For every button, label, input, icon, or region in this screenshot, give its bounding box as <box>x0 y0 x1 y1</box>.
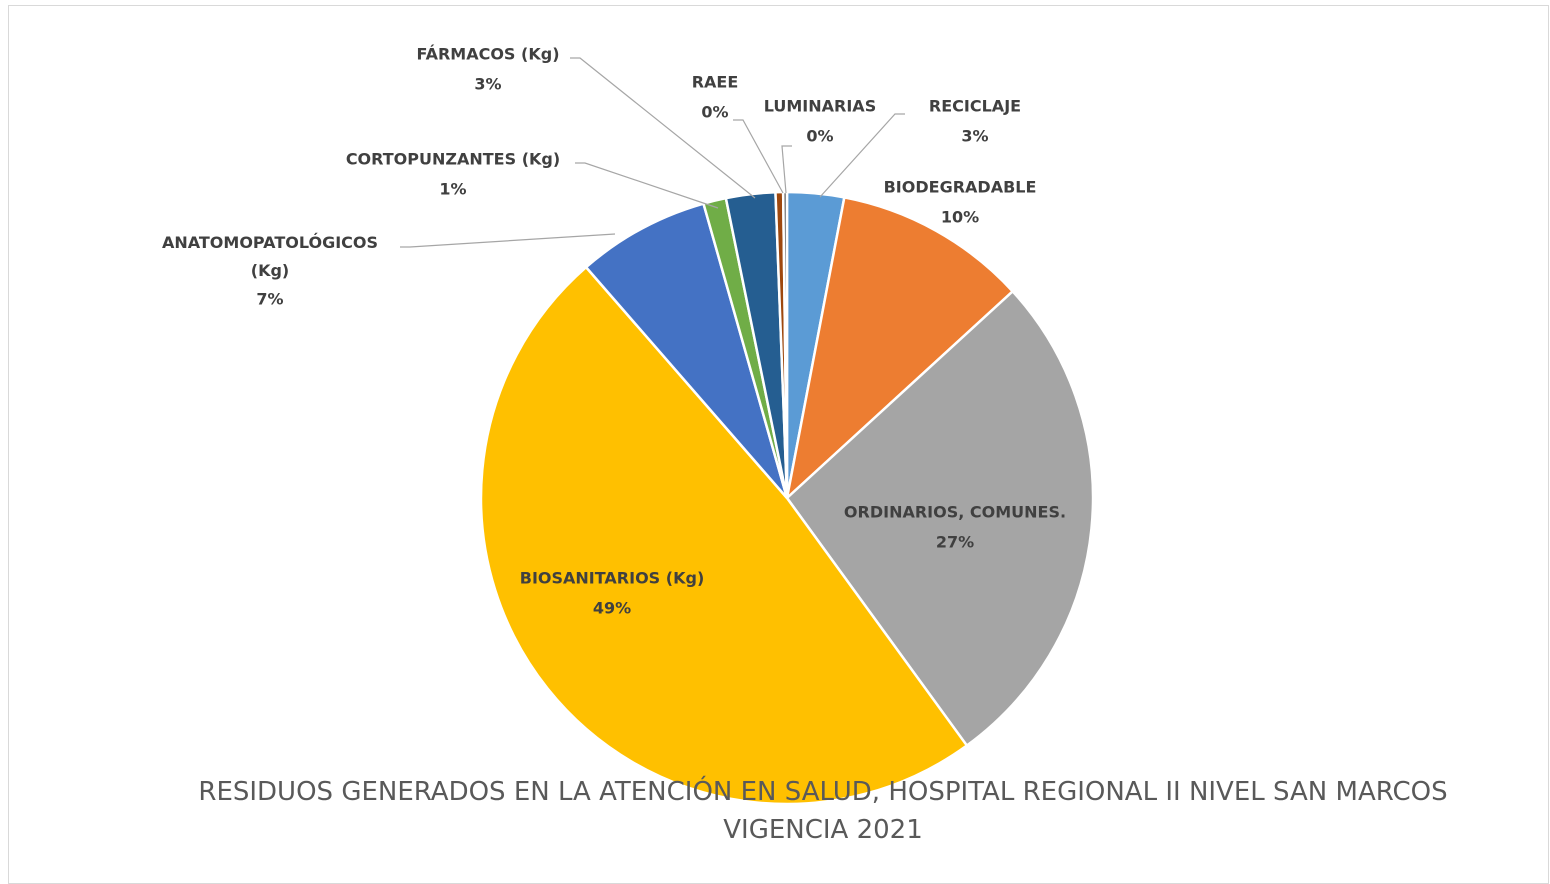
slice-label: CORTOPUNZANTES (Kg) <box>346 150 560 169</box>
value-label: 49% <box>593 599 631 618</box>
value-label: 0% <box>806 127 833 146</box>
value-label: 0% <box>701 103 728 122</box>
label-line: ANATOMOPATOLÓGICOS <box>162 233 378 252</box>
slice-label: ORDINARIOS, COMUNES. <box>844 503 1066 522</box>
pie-slice <box>781 190 789 499</box>
value-label: 1% <box>439 180 466 199</box>
leader-line <box>400 233 616 248</box>
value-label: 27% <box>936 533 974 552</box>
slice-label: RAEE <box>692 73 739 92</box>
leader-line <box>819 113 905 198</box>
leader-line <box>733 119 784 194</box>
leader-line <box>781 145 792 194</box>
pie-slice <box>785 289 1095 748</box>
label-line: (Kg) <box>251 261 289 280</box>
pie-slice <box>584 202 789 499</box>
value-label: 3% <box>961 127 988 146</box>
pie-slice <box>785 195 1015 502</box>
chart-title: RESIDUOS GENERADOS EN LA ATENCIÓN EN SAL… <box>198 777 1448 845</box>
value-label: 7% <box>256 290 283 309</box>
value-label: 10% <box>941 208 979 227</box>
slice-label: BIOSANITARIOS (Kg) <box>520 569 705 588</box>
leader-line <box>575 162 719 209</box>
slice-label: ANATOMOPATOLÓGICOS (Kg) <box>162 233 378 280</box>
slice-label: BIODEGRADABLE <box>884 178 1037 197</box>
slice-label: LUMINARIAS <box>764 97 876 116</box>
slice-label: FÁRMACOS (Kg) <box>416 45 559 64</box>
leader-line <box>570 57 756 199</box>
slice-label: RECICLAJE <box>929 97 1021 116</box>
pie-slice <box>479 265 969 806</box>
value-label: 3% <box>474 75 501 94</box>
